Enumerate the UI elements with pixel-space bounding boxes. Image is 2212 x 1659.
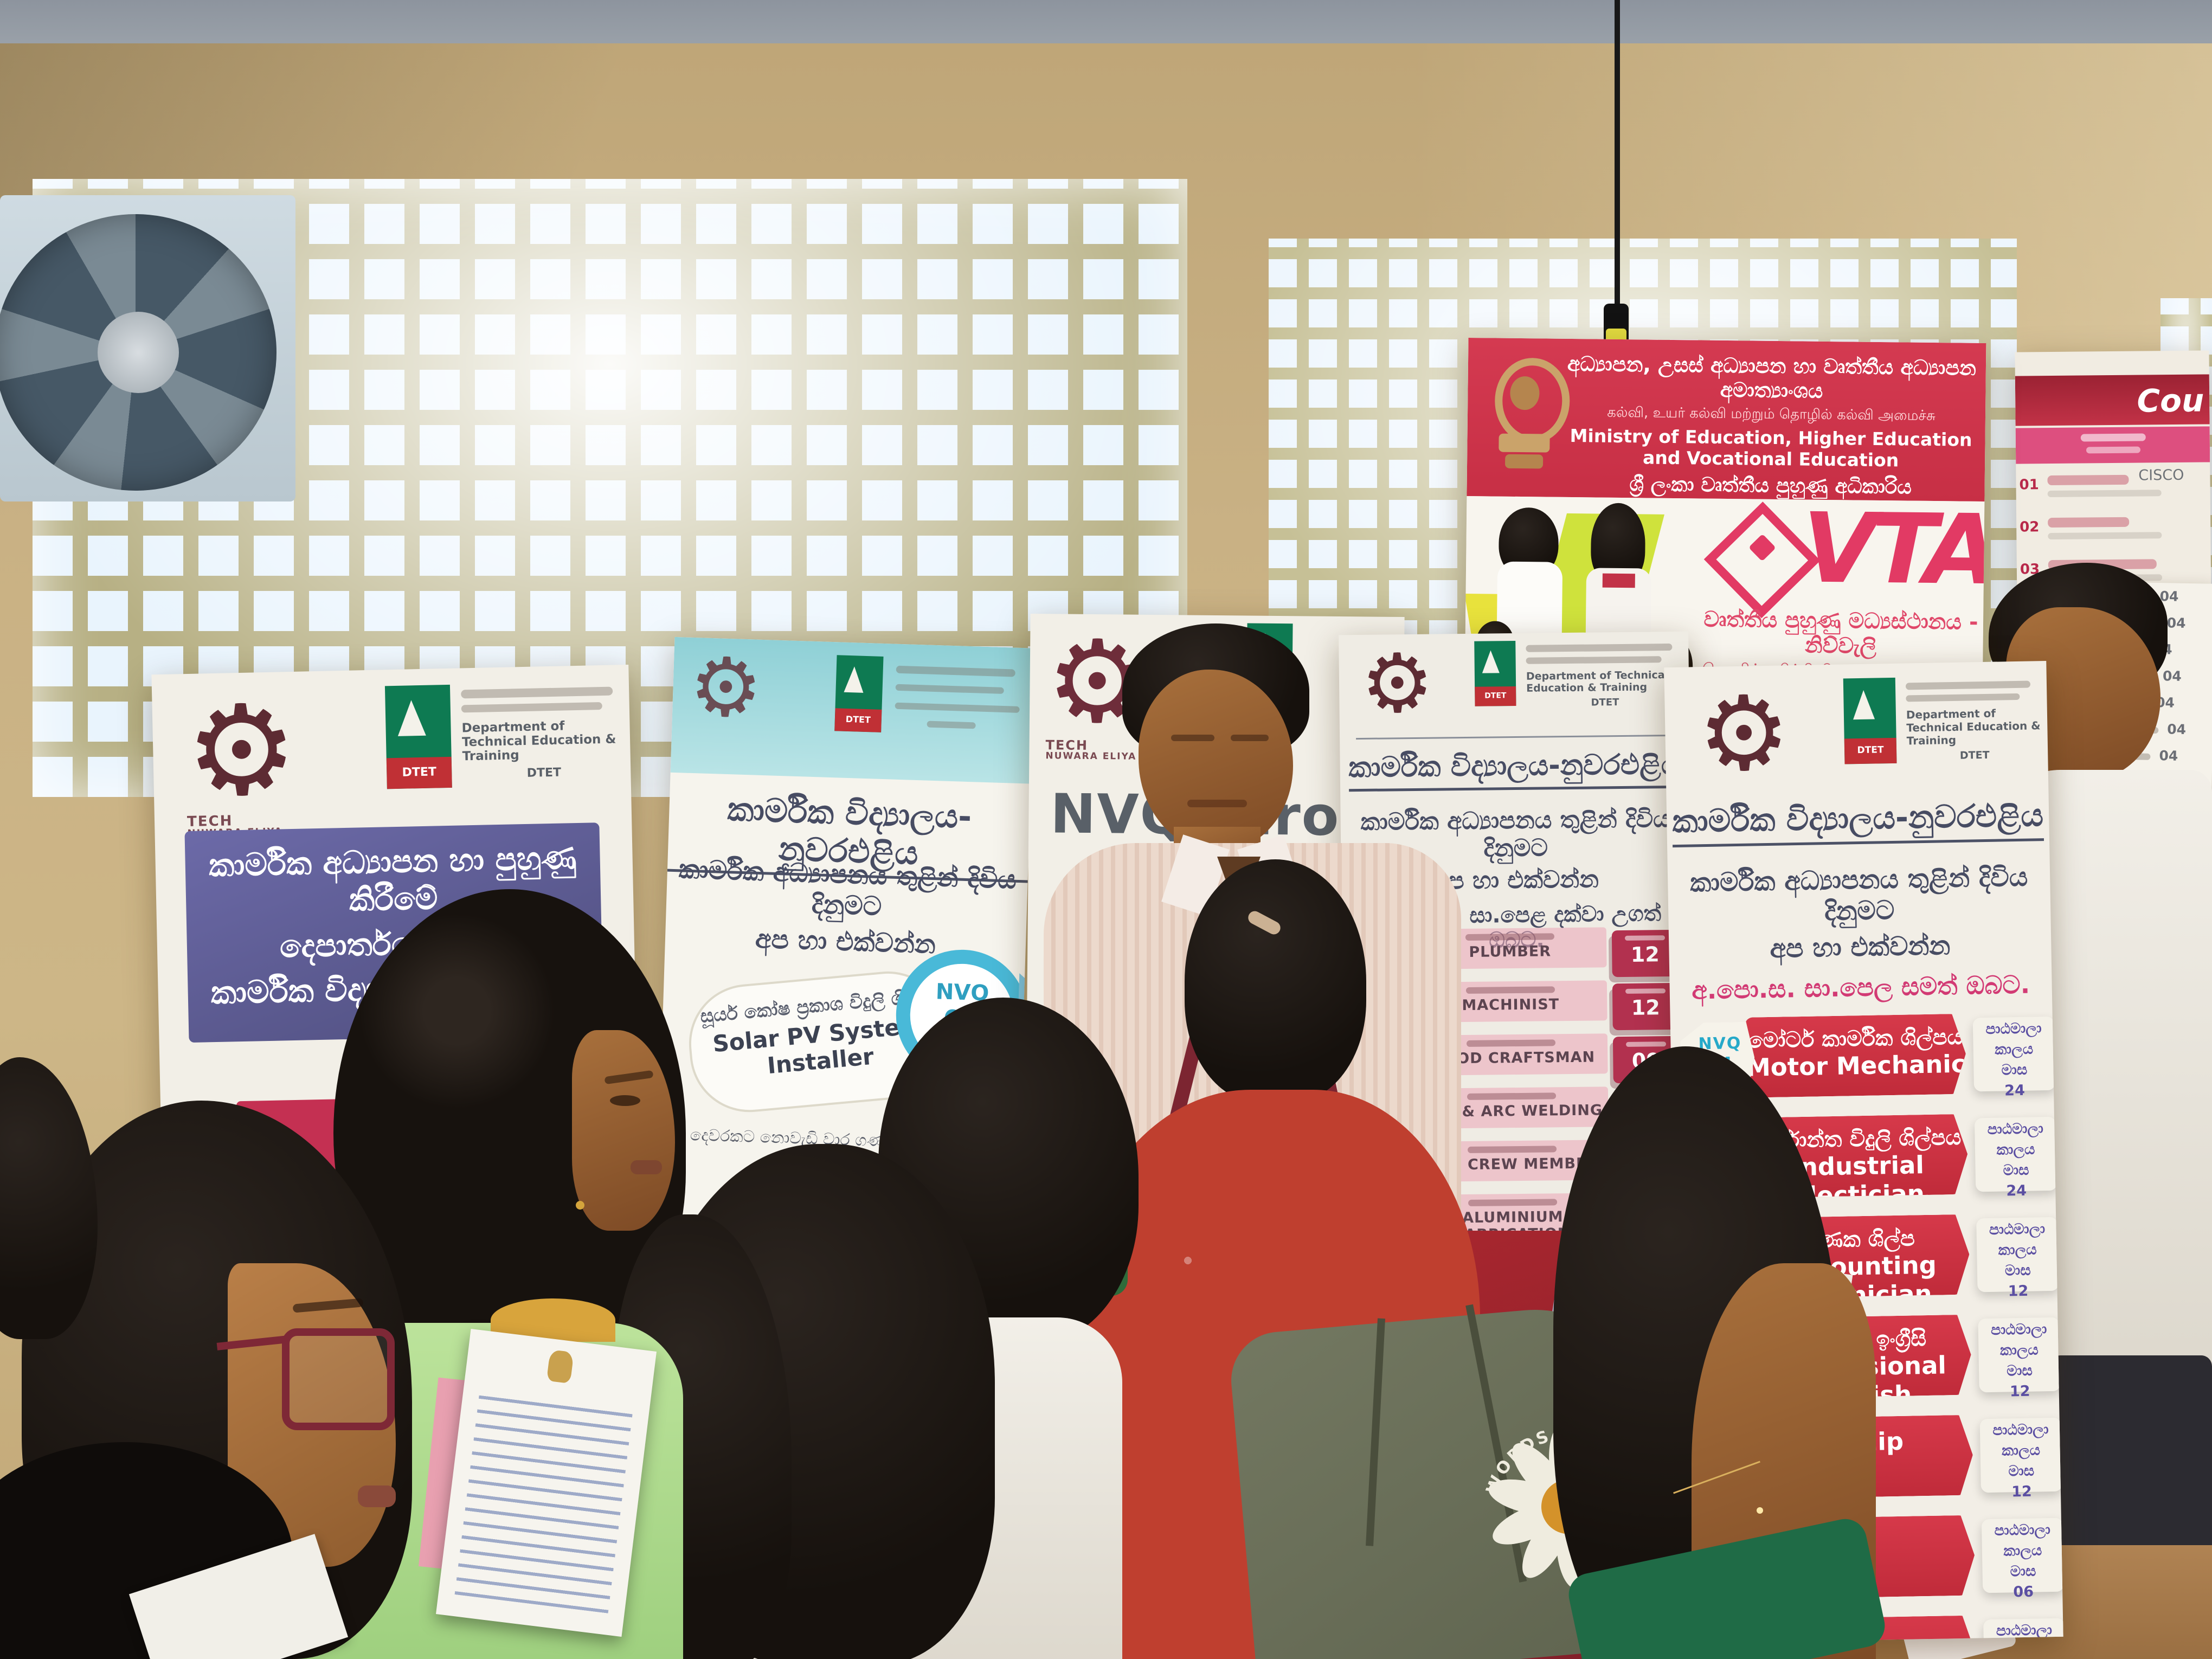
banner-title: කාර්මික විද්‍යාලය-නුවරඑළිය — [1348, 748, 1682, 792]
exhaust-fan-hub — [98, 312, 179, 393]
dept-name: Department of Technical Education & Trai… — [461, 719, 616, 764]
sri-lanka-emblem — [1489, 357, 1571, 477]
duration-badge: 12 — [1612, 982, 1679, 1031]
dtet-logo-icon: DTET — [1474, 641, 1516, 706]
green-girl-earring — [576, 1201, 584, 1210]
vta-logo-text: VTA — [1802, 492, 1986, 607]
gear-logo-icon: ⚙ — [1360, 636, 1435, 731]
gear-logo-icon: ⚙ — [1696, 673, 1791, 795]
presenter-face — [1139, 670, 1293, 851]
green-girl-face — [572, 1030, 675, 1231]
eligibility-line: අ.පො.ස. සා.පෙල සමත් ඔබට. — [1691, 969, 2030, 1005]
poster-row: 01 CISCO — [2016, 465, 2210, 509]
poster-row: 02 — [2016, 507, 2211, 551]
poster-title: Cou — [2137, 382, 2204, 420]
hanging-cable — [1615, 0, 1620, 358]
dtet-logo-icon: DTET — [834, 655, 884, 732]
glasses-icon — [282, 1328, 395, 1430]
ministry-ta: கல்வி, உயர் கல்வி மற்றும் தொழில் கல்வி அ… — [1607, 404, 1936, 425]
ceiling-strip — [0, 0, 2212, 46]
certificate — [435, 1328, 657, 1637]
ministry-en: Ministry of Education, Higher Education … — [1570, 425, 1972, 471]
dtet-logo-icon: DTET — [384, 684, 452, 789]
dtet-logo-icon: DTET — [1843, 677, 1897, 764]
ministry-si: අධ්‍යාපන, උසස් අධ්‍යාපන හා වෘත්තීය අධ්‍ය… — [1567, 351, 1977, 403]
gear-logo-icon: ⚙ — [687, 639, 764, 736]
banner-title: කාර්මික විද්‍යාලය-නුවරඑළිය — [1671, 796, 2044, 848]
centre-si: වෘත්තීය පුහුණු මධ්‍යස්ථානය - නිව්වැලි — [1703, 607, 1978, 659]
